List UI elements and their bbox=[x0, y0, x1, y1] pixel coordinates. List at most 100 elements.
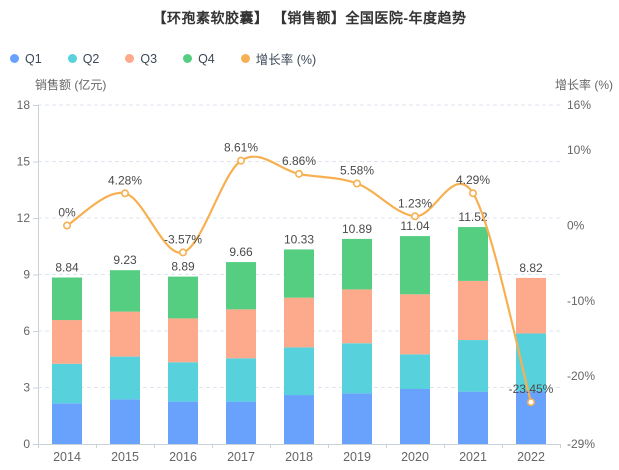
bar-segment-q3-2019[interactable] bbox=[342, 289, 372, 344]
bar-segment-q3-2020[interactable] bbox=[400, 294, 430, 355]
bar-segment-q2-2016[interactable] bbox=[168, 362, 198, 402]
left-axis-name: 销售额 (亿元) bbox=[35, 78, 107, 92]
right-axis-tick-label: -29% bbox=[567, 437, 595, 451]
growth-point-2017[interactable] bbox=[237, 156, 246, 165]
bar-segment-q4-2021[interactable] bbox=[458, 227, 488, 281]
bar-segment-q4-2020[interactable] bbox=[400, 236, 430, 295]
legend-dot-icon bbox=[183, 54, 193, 63]
bar-segment-q4-2016[interactable] bbox=[168, 276, 198, 319]
bar-total-label: 11.52 bbox=[458, 210, 487, 224]
bar-segment-q2-2018[interactable] bbox=[284, 347, 314, 396]
left-axis-tick-label: 15 bbox=[17, 155, 31, 169]
bar-segment-q4-2019[interactable] bbox=[342, 238, 372, 290]
growth-point-label: 1.23% bbox=[398, 196, 432, 210]
x-axis-label: 2018 bbox=[285, 450, 313, 464]
bar-segment-q1-2019[interactable] bbox=[342, 393, 372, 444]
legend-item-label: Q1 bbox=[25, 51, 42, 66]
legend-item-label: Q2 bbox=[82, 51, 100, 66]
x-axis-label: 2014 bbox=[53, 450, 81, 464]
left-axis-tick-label: 9 bbox=[23, 268, 30, 282]
bar-segment-q4-2018[interactable] bbox=[284, 249, 314, 298]
bar-segment-q3-2016[interactable] bbox=[168, 318, 198, 363]
growth-point-2020[interactable] bbox=[410, 212, 419, 221]
x-axis-label: 2022 bbox=[517, 450, 545, 464]
growth-point-2021[interactable] bbox=[468, 189, 477, 198]
x-axis-label: 2021 bbox=[459, 450, 487, 464]
legend-dot-icon bbox=[67, 54, 77, 63]
bar-segment-q3-2022[interactable] bbox=[516, 277, 546, 334]
x-axis-label: 2015 bbox=[111, 450, 139, 464]
bar-segment-q1-2015[interactable] bbox=[110, 399, 140, 444]
legend-item-label: Q4 bbox=[198, 51, 215, 66]
legend-dot-icon bbox=[125, 54, 135, 63]
growth-point-2014[interactable] bbox=[62, 221, 71, 230]
right-axis-name: 增长率 (%) bbox=[555, 78, 613, 92]
bar-total-label: 9.66 bbox=[229, 245, 253, 259]
growth-point-label: -23.45% bbox=[509, 382, 554, 396]
right-axis-tick-label: 0% bbox=[567, 219, 585, 233]
legend: Q1 Q2 Q3 Q4 增长率 (%) bbox=[10, 49, 316, 68]
legend-item-q2[interactable]: Q2 bbox=[67, 51, 100, 66]
bar-segment-q2-2019[interactable] bbox=[342, 343, 372, 394]
growth-point-label: 8.61% bbox=[224, 141, 258, 155]
chart-title: 【环孢素软胶囊】 【销售额】全国医院-年度趋势 bbox=[152, 10, 467, 26]
growth-point-2022[interactable] bbox=[526, 398, 535, 407]
bar-segment-q1-2014[interactable] bbox=[52, 403, 82, 444]
bar-total-label: 8.82 bbox=[519, 261, 543, 275]
legend-dot-icon bbox=[240, 54, 250, 63]
bar-total-label: 10.89 bbox=[342, 222, 372, 236]
bar-segment-q1-2018[interactable] bbox=[284, 395, 314, 444]
right-axis-tick-label: 16% bbox=[567, 98, 591, 112]
bar-segment-q1-2020[interactable] bbox=[400, 389, 430, 444]
bar-segment-q2-2014[interactable] bbox=[52, 363, 82, 404]
bar-total-label: 8.89 bbox=[171, 260, 195, 274]
bar-segment-q2-2015[interactable] bbox=[110, 356, 140, 400]
right-axis-tick-label: -20% bbox=[567, 369, 595, 383]
x-axis-label: 2016 bbox=[169, 450, 197, 464]
left-axis-tick-label: 3 bbox=[23, 381, 30, 395]
legend-item-q3[interactable]: Q3 bbox=[125, 52, 157, 66]
bar-segment-q2-2020[interactable] bbox=[400, 354, 430, 390]
legend-item-growth-rate[interactable]: 增长率 (%) bbox=[240, 49, 317, 68]
bar-segment-q2-2021[interactable] bbox=[458, 340, 488, 392]
growth-point-2016[interactable] bbox=[179, 248, 188, 257]
bar-segment-q1-2021[interactable] bbox=[458, 391, 488, 444]
bar-segment-q1-2016[interactable] bbox=[168, 401, 198, 444]
growth-point-label: 0% bbox=[58, 206, 76, 220]
bar-total-label: 11.04 bbox=[400, 219, 429, 233]
left-axis-tick-label: 12 bbox=[17, 211, 31, 225]
growth-point-2019[interactable] bbox=[352, 179, 361, 188]
bar-segment-q4-2017[interactable] bbox=[226, 262, 256, 310]
legend-item-label: Q3 bbox=[140, 51, 158, 66]
right-axis-tick-label: -10% bbox=[567, 294, 595, 308]
legend-item-q1[interactable]: Q1 bbox=[10, 52, 42, 66]
growth-point-label: 4.29% bbox=[456, 173, 490, 187]
growth-point-label: 5.58% bbox=[340, 163, 374, 177]
bar-segment-q3-2014[interactable] bbox=[52, 320, 82, 364]
bar-total-label: 8.84 bbox=[55, 261, 79, 275]
bar-segment-q2-2017[interactable] bbox=[226, 358, 256, 402]
bar-segment-q1-2017[interactable] bbox=[226, 401, 256, 444]
left-axis-tick-label: 18 bbox=[17, 98, 31, 112]
right-axis-tick-label: 10% bbox=[567, 143, 591, 157]
growth-point-label: 4.28% bbox=[108, 173, 142, 187]
growth-point-2015[interactable] bbox=[121, 189, 130, 198]
x-axis-label: 2020 bbox=[401, 450, 429, 464]
growth-point-label: -3.57% bbox=[164, 232, 202, 246]
x-axis-label: 2019 bbox=[343, 450, 371, 464]
legend-item-label: 增长率 (%) bbox=[255, 53, 317, 67]
bar-segment-q4-2014[interactable] bbox=[52, 277, 82, 321]
left-axis-tick-label: 0 bbox=[23, 437, 30, 451]
bar-segment-q3-2015[interactable] bbox=[110, 311, 140, 357]
bar-segment-q4-2015[interactable] bbox=[110, 270, 140, 312]
legend-item-q4[interactable]: Q4 bbox=[183, 52, 215, 66]
bar-segment-q3-2017[interactable] bbox=[226, 309, 256, 359]
bar-segment-q3-2021[interactable] bbox=[458, 280, 488, 341]
left-axis-tick-label: 6 bbox=[23, 324, 30, 338]
growth-point-2018[interactable] bbox=[294, 169, 303, 178]
growth-point-label: 6.86% bbox=[282, 154, 316, 168]
bar-total-label: 9.23 bbox=[113, 253, 137, 267]
bar-segment-q3-2018[interactable] bbox=[284, 297, 314, 348]
